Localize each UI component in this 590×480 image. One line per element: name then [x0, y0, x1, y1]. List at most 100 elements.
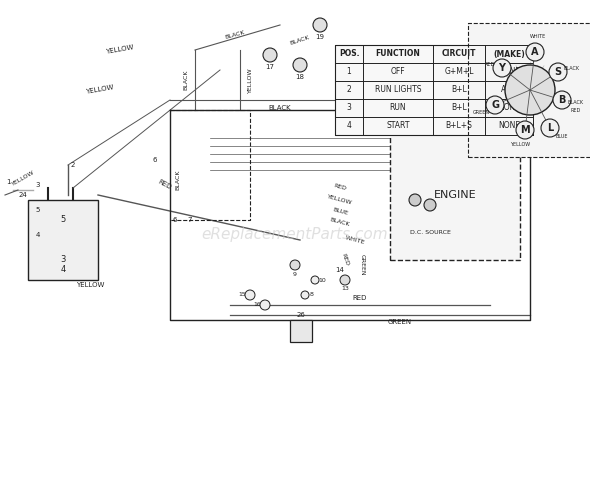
Text: 24: 24	[19, 192, 27, 198]
Text: 7: 7	[188, 217, 192, 223]
Text: YELLOW: YELLOW	[106, 45, 135, 55]
Circle shape	[541, 119, 559, 137]
Text: BLACK: BLACK	[183, 70, 188, 90]
Text: (MAKE): (MAKE)	[493, 49, 525, 59]
Text: 9: 9	[293, 272, 297, 276]
Text: eReplacementParts.com: eReplacementParts.com	[202, 228, 388, 242]
Text: 5: 5	[60, 216, 65, 225]
Text: RED: RED	[158, 179, 173, 191]
Text: FUNCTION: FUNCTION	[376, 49, 421, 59]
Circle shape	[549, 63, 567, 81]
Text: POS.: POS.	[339, 49, 359, 59]
Text: 3: 3	[346, 104, 352, 112]
Text: 6: 6	[173, 217, 177, 223]
Text: RED: RED	[333, 183, 347, 191]
Circle shape	[263, 48, 277, 62]
Text: BLACK: BLACK	[568, 100, 584, 106]
Text: G+M+L: G+M+L	[444, 68, 474, 76]
Text: 3: 3	[36, 182, 40, 188]
Text: BLACK: BLACK	[329, 217, 350, 227]
Text: 2: 2	[71, 162, 75, 168]
Text: A+Y: A+Y	[501, 85, 517, 95]
FancyBboxPatch shape	[390, 130, 520, 260]
Text: 17: 17	[266, 64, 274, 70]
Circle shape	[526, 43, 544, 61]
Text: 10: 10	[318, 277, 326, 283]
Text: BLACK: BLACK	[224, 30, 245, 40]
Text: 19: 19	[316, 34, 325, 40]
Text: 26: 26	[297, 312, 306, 318]
Text: YELLOW: YELLOW	[510, 142, 530, 146]
Text: 22: 22	[520, 77, 529, 83]
Circle shape	[340, 275, 350, 285]
Text: 15: 15	[238, 292, 246, 298]
Circle shape	[313, 18, 327, 32]
Circle shape	[553, 91, 571, 109]
Text: NONE: NONE	[498, 104, 520, 112]
Text: RED: RED	[485, 62, 495, 68]
Text: 1: 1	[6, 179, 10, 185]
FancyBboxPatch shape	[468, 23, 590, 157]
Circle shape	[301, 291, 309, 299]
Circle shape	[290, 260, 300, 270]
Text: Y: Y	[499, 63, 506, 73]
Text: 20: 20	[523, 132, 532, 138]
Circle shape	[395, 113, 405, 123]
Text: ENGINE: ENGINE	[434, 190, 476, 200]
Text: RED: RED	[340, 253, 349, 267]
Circle shape	[516, 121, 534, 139]
Text: 16: 16	[253, 302, 261, 308]
Text: 23: 23	[486, 107, 494, 113]
Text: YELLOW: YELLOW	[327, 194, 353, 206]
Text: 18: 18	[375, 62, 385, 68]
Text: NONE: NONE	[498, 121, 520, 131]
Text: OFF: OFF	[391, 68, 405, 76]
FancyBboxPatch shape	[290, 320, 312, 342]
Text: D.C. SOURCE: D.C. SOURCE	[409, 229, 450, 235]
Text: B: B	[558, 95, 566, 105]
Circle shape	[245, 290, 255, 300]
Text: RED: RED	[493, 55, 507, 65]
Text: NONE: NONE	[498, 68, 520, 76]
Circle shape	[260, 300, 270, 310]
Text: G: G	[491, 100, 499, 110]
Text: YELLOW: YELLOW	[11, 169, 35, 187]
Text: BLACK: BLACK	[268, 105, 291, 111]
Circle shape	[424, 199, 436, 211]
Text: 2: 2	[347, 85, 352, 95]
Text: 1: 1	[347, 68, 352, 76]
Text: RUN: RUN	[389, 104, 407, 112]
Circle shape	[409, 194, 421, 206]
Text: BLUE: BLUE	[332, 207, 348, 216]
Text: B+L: B+L	[451, 104, 467, 112]
Text: 21: 21	[486, 47, 494, 53]
Text: BLACK: BLACK	[564, 67, 580, 72]
Text: 8: 8	[310, 292, 314, 298]
Text: RUN LIGHTS: RUN LIGHTS	[375, 85, 421, 95]
FancyBboxPatch shape	[335, 45, 533, 135]
Circle shape	[293, 58, 307, 72]
Text: 4: 4	[346, 121, 352, 131]
Text: S: S	[555, 67, 562, 77]
Text: A: A	[531, 47, 539, 57]
FancyBboxPatch shape	[28, 200, 98, 280]
Text: RED: RED	[353, 295, 367, 301]
Text: CIRCUIT: CIRCUIT	[442, 49, 476, 59]
Text: BLACK: BLACK	[175, 170, 181, 190]
Text: BLACK: BLACK	[290, 35, 310, 46]
Text: 13: 13	[341, 287, 349, 291]
Text: 5: 5	[36, 207, 40, 213]
Text: BLUE: BLUE	[556, 133, 568, 139]
Text: 21: 21	[506, 47, 514, 53]
Text: 6: 6	[153, 157, 158, 163]
Text: START: START	[386, 121, 409, 131]
Text: GREEN: GREEN	[388, 319, 412, 325]
Circle shape	[311, 276, 319, 284]
Circle shape	[493, 59, 511, 77]
Text: B+L+S: B+L+S	[445, 121, 473, 131]
Text: YELLOW: YELLOW	[76, 282, 104, 288]
Text: 4: 4	[60, 265, 65, 275]
Text: RED: RED	[571, 108, 581, 112]
Text: WHITE: WHITE	[345, 235, 366, 245]
Text: YELLOW: YELLOW	[519, 144, 540, 148]
